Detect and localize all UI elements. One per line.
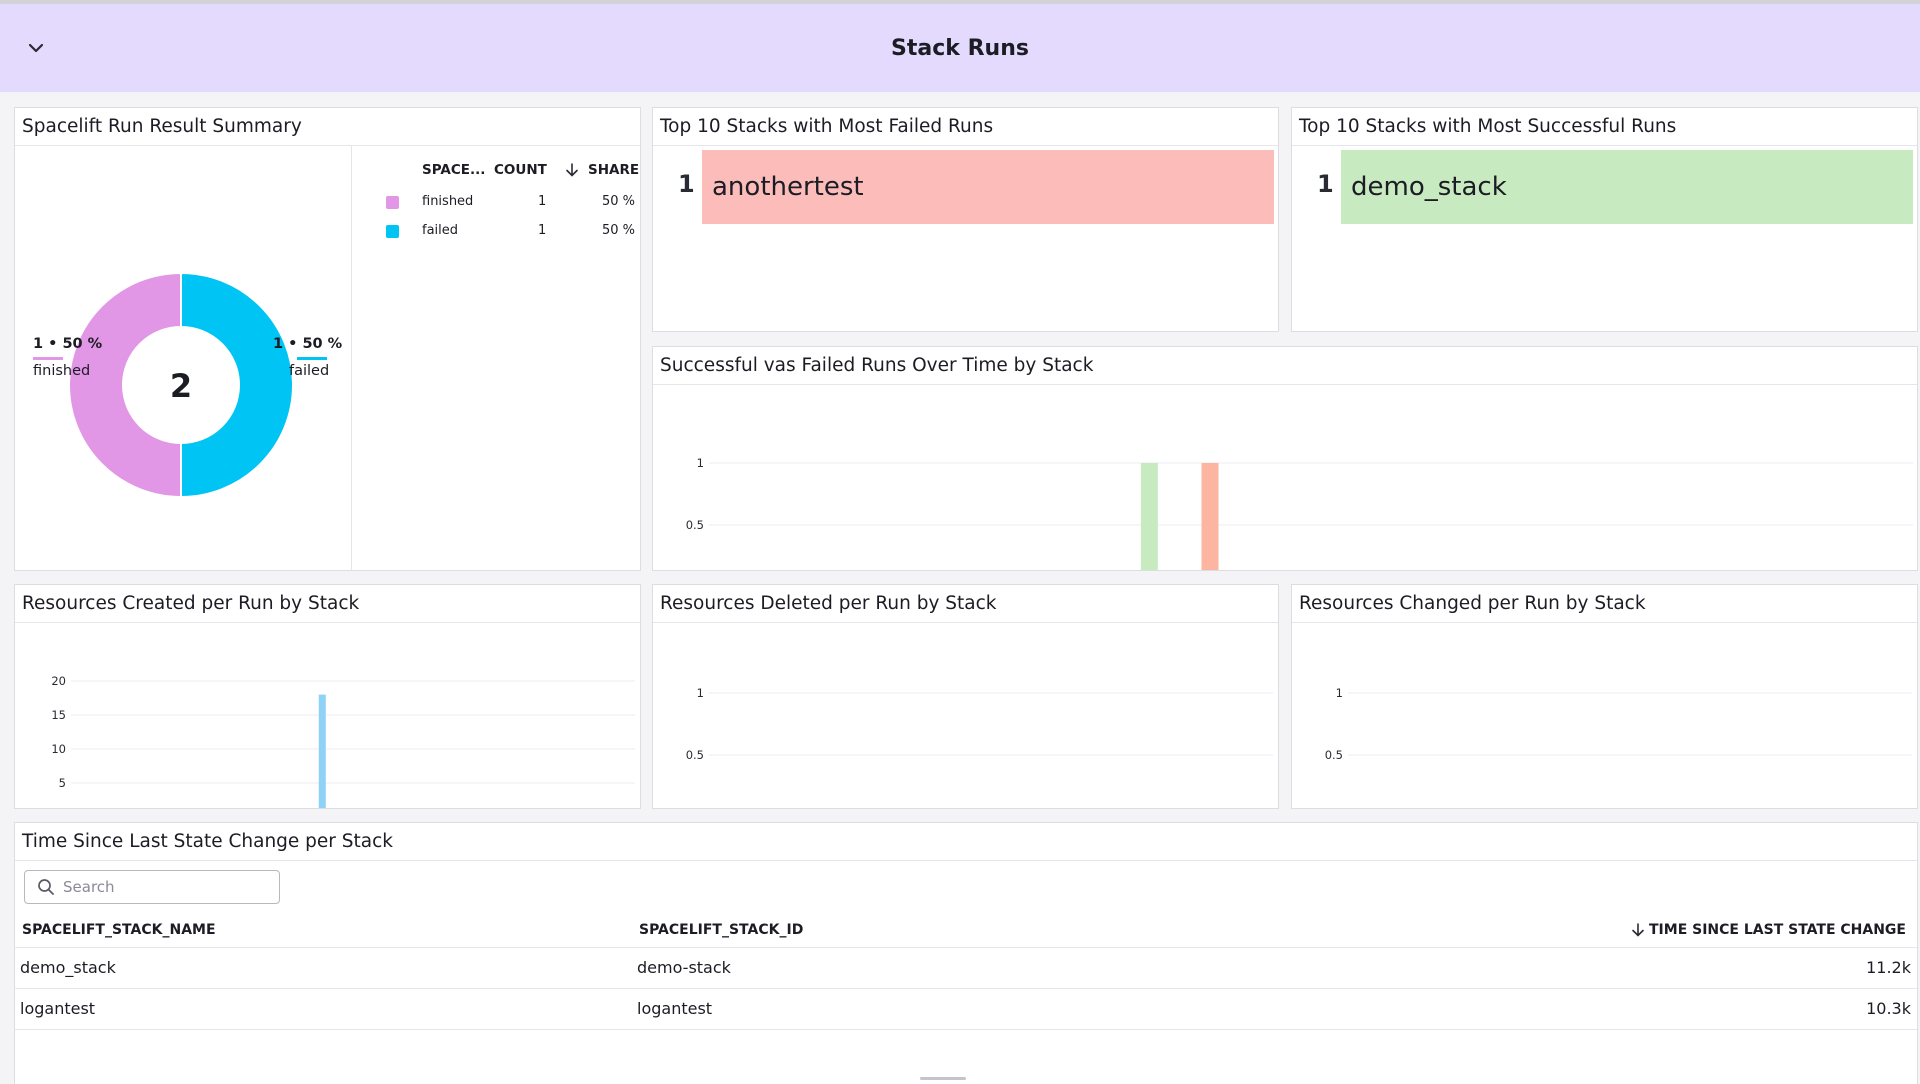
legend-name: failed [422,223,459,238]
panel-title[interactable]: Resources Created per Run by Stack [15,585,640,623]
panel-title[interactable]: Time Since Last State Change per Stack [15,823,1917,861]
column-header-name[interactable]: SPACELIFT_STACK_NAME [22,922,216,938]
pie-legend-table: SPACE... COUNT SHARE finished 1 50 % fai… [351,146,640,570]
cell-time: 11.2k [1866,958,1911,977]
table-end [14,1029,1919,1030]
donut-total: 2 [170,367,192,405]
y-tick-label: 0.5 [1325,748,1343,762]
changed-chart: 00.5112:0013:0014:0015:0016:00 [1325,686,1912,762]
legend-col-count[interactable]: COUNT [494,162,547,178]
success-toplist-panel: Top 10 Stacks with Most Successful Runs … [1291,107,1918,332]
legend-header-row: SPACE... COUNT SHARE [352,156,640,184]
group-header: Stack Runs [0,4,1920,92]
y-tick-label: 10 [51,742,66,756]
sort-desc-icon [1632,923,1644,937]
cell-stack-id: demo-stack [637,958,731,977]
column-header-id[interactable]: SPACELIFT_STACK_ID [639,922,804,938]
y-tick-label: 0.5 [686,748,704,762]
column-header-time-label: TIME SINCE LAST STATE CHANGE [1649,922,1906,938]
changed-panel: Resources Changed per Run by Stack 00.51… [1291,584,1918,809]
legend-share: 50 % [602,194,636,209]
y-tick-label: 1 [1336,686,1343,700]
timeline-panel: Successful vas Failed Runs Over Time by … [652,346,1918,571]
panel-title[interactable]: Resources Changed per Run by Stack [1292,585,1917,623]
created-chart: 0510152012:0013:0014:0015:0016:00 [51,674,635,808]
y-tick-label: 5 [59,776,66,790]
deleted-panel: Resources Deleted per Run by Stack 00.51… [652,584,1279,809]
timeline-chart: 00.5112:0012:3013:0013:3014:0014:3015:00… [686,456,1913,570]
legend-share: 50 % [602,223,636,238]
y-tick-label: 0.5 [686,518,704,532]
y-tick-label: 15 [51,708,66,722]
cell-stack-id: logantest [637,999,713,1018]
table-panel: Time Since Last State Change per Stack [14,822,1918,1084]
donut-chart: 2 [68,271,294,499]
bar[interactable] [318,694,326,808]
panel-title[interactable]: Resources Deleted per Run by Stack [653,585,1278,623]
chevron-down-icon [28,43,44,53]
donut-slice-finished[interactable] [68,271,182,499]
pie-label-finished: 1 • 50 % [33,336,102,352]
legend-col-name[interactable]: SPACE... [422,162,486,178]
toplist-rank: 1 [678,170,695,198]
pie-label-line-failed [297,357,327,360]
created-panel: Resources Created per Run by Stack 05101… [14,584,641,809]
group-title: Stack Runs [891,35,1029,61]
donut-slice-failed[interactable] [180,271,294,499]
bar[interactable] [1201,463,1219,570]
y-tick-label: 20 [51,674,66,688]
toplist-bar[interactable]: anothertest [702,150,1274,224]
cell-stack-name: logantest [20,999,96,1018]
legend-swatch [386,196,399,209]
table-row[interactable]: demo_stack demo-stack 11.2k [14,947,1919,987]
cell-stack-name: demo_stack [20,958,116,977]
bar[interactable] [1140,463,1158,570]
y-tick-label: 1 [697,456,704,470]
column-header-time[interactable]: TIME SINCE LAST STATE CHANGE [1631,918,1906,942]
legend-row-finished[interactable]: finished 1 50 % [352,188,640,216]
toplist-name: demo_stack [1351,172,1507,202]
pie-label-value: 1 • 50 % [33,336,103,352]
deleted-chart: 00.5112:0013:0014:0015:0016:00 [686,686,1273,762]
search-field[interactable] [24,870,280,904]
sort-desc-icon[interactable] [565,156,579,184]
pie-label-failed-name: failed [289,363,330,379]
panel-title[interactable]: Spacelift Run Result Summary [15,108,640,146]
panel-title[interactable]: Successful vas Failed Runs Over Time by … [653,347,1917,385]
legend-count: 1 [538,223,547,238]
cell-time: 10.3k [1866,999,1911,1018]
pie-label-line-finished [33,357,63,360]
failed-toplist-panel: Top 10 Stacks with Most Failed Runs 1 an… [652,107,1279,332]
pie-label-failed: 1 • 50 % [273,336,342,352]
search-icon [38,879,54,895]
collapse-button[interactable] [20,32,52,64]
legend-row-failed[interactable]: failed 1 50 % [352,217,640,245]
search-input[interactable] [63,878,263,896]
pie-label-value: 1 • 50 % [273,336,343,352]
legend-col-share[interactable]: SHARE [588,162,640,178]
panel-title[interactable]: Top 10 Stacks with Most Successful Runs [1292,108,1917,146]
y-tick-label: 1 [697,686,704,700]
top-border [0,0,1920,4]
toplist-name: anothertest [712,172,864,202]
panel-title[interactable]: Top 10 Stacks with Most Failed Runs [653,108,1278,146]
run-summary-panel: Spacelift Run Result Summary 2 1 • 50 % … [14,107,641,571]
legend-swatch [386,225,399,238]
legend-count: 1 [538,194,547,209]
legend-name: finished [422,194,474,209]
toplist-bar[interactable]: demo_stack [1341,150,1913,224]
toplist-rank: 1 [1317,170,1334,198]
pie-label-finished-name: finished [33,363,91,379]
scroll-indicator[interactable] [920,1077,966,1080]
table-row[interactable]: logantest logantest 10.3k [14,988,1919,1028]
